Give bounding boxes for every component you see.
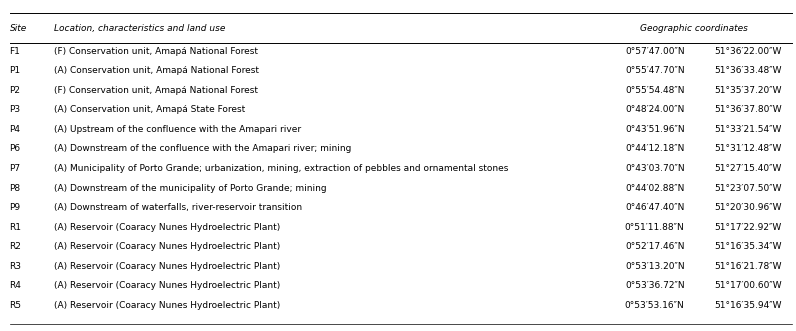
Text: (A) Downstream of waterfalls, river-reservoir transition: (A) Downstream of waterfalls, river-rese…: [54, 203, 302, 212]
Text: (A) Reservoir (Coaracy Nunes Hydroelectric Plant): (A) Reservoir (Coaracy Nunes Hydroelectr…: [54, 281, 280, 290]
Text: P8: P8: [10, 183, 21, 193]
Text: Site: Site: [10, 24, 27, 33]
Text: 51°31′12.48″W: 51°31′12.48″W: [715, 144, 782, 154]
Text: 51°16′35.94″W: 51°16′35.94″W: [715, 301, 782, 310]
Text: 51°36′33.48″W: 51°36′33.48″W: [715, 66, 782, 75]
Text: P2: P2: [10, 86, 21, 95]
Text: Location, characteristics and land use: Location, characteristics and land use: [54, 24, 225, 33]
Text: P9: P9: [10, 203, 21, 212]
Text: 0°57′47.00″N: 0°57′47.00″N: [625, 47, 685, 56]
Text: (A) Reservoir (Coaracy Nunes Hydroelectric Plant): (A) Reservoir (Coaracy Nunes Hydroelectr…: [54, 301, 280, 310]
Text: 51°35′37.20″W: 51°35′37.20″W: [715, 86, 782, 95]
Text: (A) Reservoir (Coaracy Nunes Hydroelectric Plant): (A) Reservoir (Coaracy Nunes Hydroelectr…: [54, 261, 280, 271]
Text: (A) Municipality of Porto Grande; urbanization, mining, extraction of pebbles an: (A) Municipality of Porto Grande; urbani…: [54, 164, 509, 173]
Text: 51°27′15.40″W: 51°27′15.40″W: [715, 164, 782, 173]
Text: Geographic coordinates: Geographic coordinates: [640, 24, 748, 33]
Text: 0°52′17.46″N: 0°52′17.46″N: [625, 242, 685, 251]
Text: (A) Reservoir (Coaracy Nunes Hydroelectric Plant): (A) Reservoir (Coaracy Nunes Hydroelectr…: [54, 242, 280, 251]
Text: 0°53′13.20″N: 0°53′13.20″N: [625, 261, 685, 271]
Text: (F) Conservation unit, Amapá National Forest: (F) Conservation unit, Amapá National Fo…: [54, 86, 258, 95]
Text: P3: P3: [10, 105, 21, 115]
Text: R5: R5: [10, 301, 21, 310]
Text: 0°44′02.88″N: 0°44′02.88″N: [625, 183, 685, 193]
Text: (A) Reservoir (Coaracy Nunes Hydroelectric Plant): (A) Reservoir (Coaracy Nunes Hydroelectr…: [54, 222, 280, 232]
Text: R1: R1: [10, 222, 21, 232]
Text: 51°23′07.50″W: 51°23′07.50″W: [715, 183, 782, 193]
Text: 0°44′12.18″N: 0°44′12.18″N: [625, 144, 685, 154]
Text: (A) Conservation unit, Amapá National Forest: (A) Conservation unit, Amapá National Fo…: [54, 66, 259, 75]
Text: 0°53′36.72″N: 0°53′36.72″N: [625, 281, 685, 290]
Text: 0°48′24.00″N: 0°48′24.00″N: [625, 105, 685, 115]
Text: F1: F1: [10, 47, 21, 56]
Text: 51°16′35.34″W: 51°16′35.34″W: [715, 242, 782, 251]
Text: (A) Downstream of the municipality of Porto Grande; mining: (A) Downstream of the municipality of Po…: [54, 183, 326, 193]
Text: P7: P7: [10, 164, 21, 173]
Text: P6: P6: [10, 144, 21, 154]
Text: 0°43′03.70″N: 0°43′03.70″N: [625, 164, 685, 173]
Text: 0°53′53.16″N: 0°53′53.16″N: [625, 301, 685, 310]
Text: 0°51′11.88″N: 0°51′11.88″N: [625, 222, 685, 232]
Text: 0°46′47.40″N: 0°46′47.40″N: [625, 203, 685, 212]
Text: P4: P4: [10, 125, 21, 134]
Text: R4: R4: [10, 281, 21, 290]
Text: (F) Conservation unit, Amapá National Forest: (F) Conservation unit, Amapá National Fo…: [54, 47, 258, 56]
Text: 0°43′51.96″N: 0°43′51.96″N: [625, 125, 685, 134]
Text: 51°16′21.78″W: 51°16′21.78″W: [715, 261, 782, 271]
Text: (A) Downstream of the confluence with the Amapari river; mining: (A) Downstream of the confluence with th…: [54, 144, 352, 154]
Text: 51°36′37.80″W: 51°36′37.80″W: [715, 105, 782, 115]
Text: 51°17′00.60″W: 51°17′00.60″W: [715, 281, 782, 290]
Text: 51°20′30.96″W: 51°20′30.96″W: [715, 203, 782, 212]
Text: R3: R3: [10, 261, 21, 271]
Text: (A) Conservation unit, Amapá State Forest: (A) Conservation unit, Amapá State Fores…: [54, 105, 245, 115]
Text: 51°17′22.92″W: 51°17′22.92″W: [715, 222, 782, 232]
Text: 0°55′47.70″N: 0°55′47.70″N: [625, 66, 685, 75]
Text: (A) Upstream of the confluence with the Amapari river: (A) Upstream of the confluence with the …: [54, 125, 301, 134]
Text: 51°33′21.54″W: 51°33′21.54″W: [715, 125, 782, 134]
Text: 0°55′54.48″N: 0°55′54.48″N: [625, 86, 685, 95]
Text: R2: R2: [10, 242, 21, 251]
Text: 51°36′22.00″W: 51°36′22.00″W: [715, 47, 782, 56]
Text: P1: P1: [10, 66, 21, 75]
